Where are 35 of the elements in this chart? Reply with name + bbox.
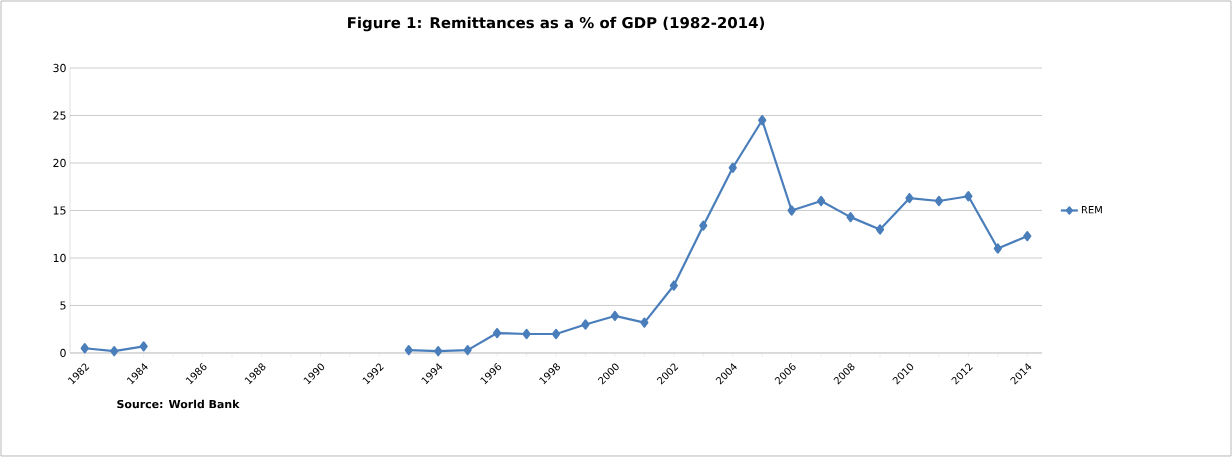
point bbox=[463, 345, 472, 356]
point bbox=[551, 328, 561, 340]
point bbox=[758, 115, 767, 126]
point bbox=[434, 345, 443, 357]
point bbox=[669, 280, 678, 291]
chart-title: Figure 1: Remittances as a % of GDP (1982-2014) bbox=[348, 16, 765, 32]
point bbox=[80, 343, 89, 354]
point bbox=[934, 195, 944, 207]
point bbox=[875, 224, 885, 235]
point bbox=[110, 345, 119, 357]
legend-label: REM bbox=[1081, 206, 1102, 214]
point bbox=[817, 195, 826, 207]
point bbox=[139, 341, 148, 352]
point bbox=[699, 220, 708, 231]
point bbox=[493, 327, 502, 339]
y-tick-label: 20 bbox=[53, 158, 66, 168]
point bbox=[846, 212, 855, 223]
y-tick-label: 0 bbox=[60, 348, 66, 358]
point bbox=[640, 317, 649, 328]
y-tick-label: 15 bbox=[53, 206, 66, 215]
y-tick-label: 5 bbox=[60, 301, 66, 310]
point bbox=[404, 345, 413, 356]
point bbox=[787, 205, 796, 216]
y-tick-label: 10 bbox=[53, 253, 66, 263]
point bbox=[993, 243, 1002, 254]
y-tick-label: 25 bbox=[53, 111, 66, 120]
point bbox=[1023, 231, 1032, 242]
point bbox=[728, 162, 737, 173]
y-tick-label: 30 bbox=[53, 63, 66, 73]
point bbox=[522, 328, 531, 340]
source-note: Source: World Bank bbox=[117, 399, 240, 409]
point bbox=[964, 191, 973, 202]
point bbox=[905, 193, 914, 204]
point bbox=[610, 310, 620, 322]
point bbox=[581, 319, 590, 330]
